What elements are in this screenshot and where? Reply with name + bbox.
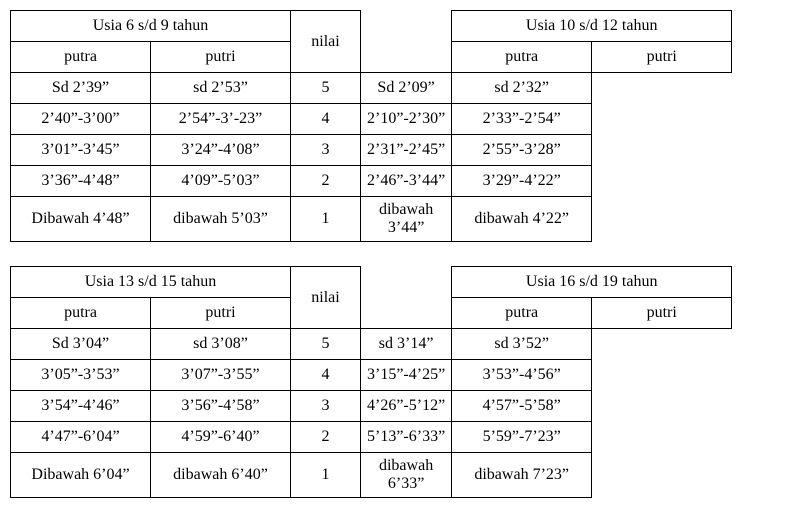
cell-r_putri: 3’53”-4’56” [452,360,592,391]
cell-r_putri: 3’29”-4’22” [452,166,592,197]
table-row: Sd 2’39”sd 2’53”5Sd 2’09”sd 2’32” [11,73,732,104]
nilai-header: nilai [291,267,361,329]
age-group-right-header: Usia 16 s/d 19 tahun [452,267,732,298]
table-row: 2’40”-3’00”2’54”-3’-23”42’10”-2’30”2’33”… [11,104,732,135]
table-row: 3’01”-3’45”3’24”-4’08”32’31”-2’45”2’55”-… [11,135,732,166]
cell-nilai: 3 [291,391,361,422]
cell-l_putri: sd 3’08” [151,329,291,360]
cell-l_putra: Sd 3’04” [11,329,151,360]
cell-nilai: 1 [291,453,361,498]
sub-header-right_putri: putri [592,298,732,329]
cell-l_putri: 4’59”-6’40” [151,422,291,453]
cell-nilai: 2 [291,422,361,453]
tables-container: Usia 6 s/d 9 tahunnilaiUsia 10 s/d 12 ta… [10,10,783,498]
cell-l_putri: 4’09”-5’03” [151,166,291,197]
age-group-right-header: Usia 10 s/d 12 tahun [452,11,732,42]
sub-header-right_putri: putri [592,42,732,73]
cell-l_putri: 3’24”-4’08” [151,135,291,166]
sub-header-right_putra: putra [452,298,592,329]
cell-r_putra: 2’10”-2’30” [361,104,452,135]
sub-header-left_putri: putri [151,42,291,73]
table-row: 4’47”-6’04”4’59”-6’40”25’13”-6’33”5’59”-… [11,422,732,453]
cell-l_putra: Sd 2’39” [11,73,151,104]
cell-l_putra: 3’54”-4’46” [11,391,151,422]
cell-r_putra: 3’15”-4’25” [361,360,452,391]
cell-l_putra: 2’40”-3’00” [11,104,151,135]
cell-r_putri: 2’55”-3’28” [452,135,592,166]
score-table-1: Usia 13 s/d 15 tahunnilai Usia 16 s/d 19 … [10,266,732,498]
cell-l_putri: sd 2’53” [151,73,291,104]
table-row: 3’05”-3’53”3’07”-3’55”43’15”-4’25”3’53”-… [11,360,732,391]
cell-r_putri: dibawah 4’22” [452,197,592,242]
cell-l_putri: dibawah 5’03” [151,197,291,242]
cell-l_putri: 3’07”-3’55” [151,360,291,391]
table-row: Sd 3’04”sd 3’08”5sd 3’14”sd 3’52” [11,329,732,360]
cell-nilai: 2 [291,166,361,197]
cell-l_putra: 3’01”-3’45” [11,135,151,166]
cell-r_putri: sd 3’52” [452,329,592,360]
cell-l_putri: 2’54”-3’-23” [151,104,291,135]
cell-l_putra: 3’05”-3’53” [11,360,151,391]
cell-r_putri: 2’33”-2’54” [452,104,592,135]
table-row: Dibawah 6’04”dibawah 6’40”1dibawah 6’33”… [11,453,732,498]
cell-nilai: 4 [291,104,361,135]
sub-header-left_putra: putra [11,42,151,73]
gap-cell [361,11,452,73]
table-row: Dibawah 4’48”dibawah 5’03”1dibawah 3’44”… [11,197,732,242]
cell-r_putri: 4’57”-5’58” [452,391,592,422]
age-group-left-header: Usia 13 s/d 15 tahun [11,267,291,298]
cell-l_putra: 3’36”-4’48” [11,166,151,197]
table-row: 3’36”-4’48”4’09”-5’03”22’46”-3’44”3’29”-… [11,166,732,197]
cell-l_putra: Dibawah 4’48” [11,197,151,242]
cell-r_putra: sd 3’14” [361,329,452,360]
cell-nilai: 5 [291,329,361,360]
gap-cell [361,267,452,329]
sub-header-left_putri: putri [151,298,291,329]
cell-nilai: 3 [291,135,361,166]
cell-nilai: 5 [291,73,361,104]
cell-r_putra: 4’26”-5’12” [361,391,452,422]
cell-r_putra: 5’13”-6’33” [361,422,452,453]
cell-r_putra: dibawah 3’44” [361,197,452,242]
cell-l_putra: 4’47”-6’04” [11,422,151,453]
cell-l_putri: 3’56”-4’58” [151,391,291,422]
cell-r_putra: 2’31”-2’45” [361,135,452,166]
cell-r_putri: dibawah 7’23” [452,453,592,498]
age-group-left-header: Usia 6 s/d 9 tahun [11,11,291,42]
cell-r_putri: sd 2’32” [452,73,592,104]
cell-r_putra: Sd 2’09” [361,73,452,104]
cell-nilai: 4 [291,360,361,391]
cell-nilai: 1 [291,197,361,242]
nilai-header: nilai [291,11,361,73]
cell-r_putri: 5’59”-7’23” [452,422,592,453]
cell-r_putra: 2’46”-3’44” [361,166,452,197]
sub-header-left_putra: putra [11,298,151,329]
score-table-0: Usia 6 s/d 9 tahunnilai Usia 10 s/d 12 ta… [10,10,732,242]
cell-l_putri: dibawah 6’40” [151,453,291,498]
table-row: 3’54”-4’46”3’56”-4’58”34’26”-5’12”4’57”-… [11,391,732,422]
cell-r_putra: dibawah 6’33” [361,453,452,498]
sub-header-right_putra: putra [452,42,592,73]
cell-l_putra: Dibawah 6’04” [11,453,151,498]
